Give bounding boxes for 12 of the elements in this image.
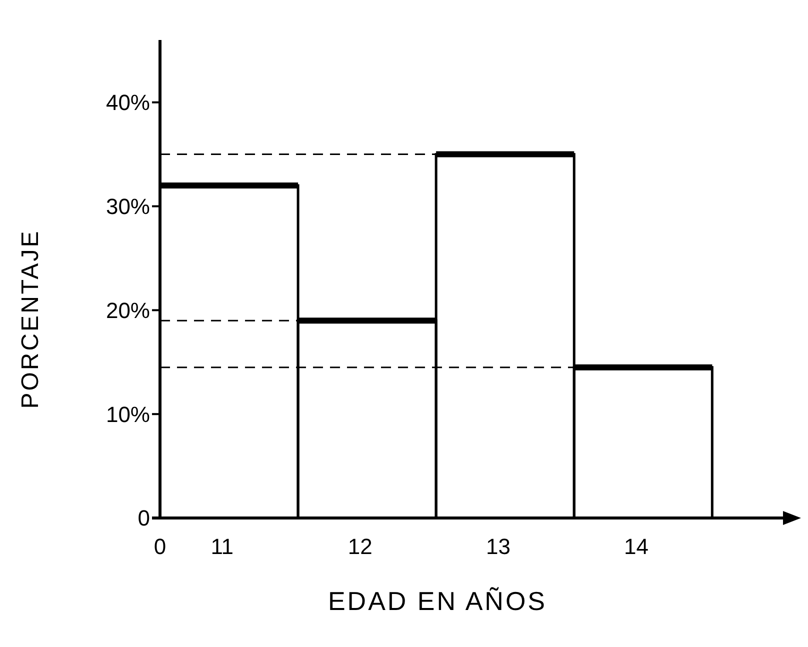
y-axis-title: PORCENTAJE	[17, 229, 44, 409]
x-tick-label: 12	[348, 534, 372, 559]
x-tick-label: 13	[486, 534, 510, 559]
x-axis-title: EDAD EN AÑOS	[328, 586, 548, 616]
y-tick-label: 30%	[106, 194, 150, 219]
y-tick-label: 0	[138, 506, 150, 531]
x-tick-label: 14	[624, 534, 648, 559]
y-tick-label: 10%	[106, 402, 150, 427]
text: 0	[154, 534, 166, 559]
x-tick-label: 11	[210, 534, 234, 559]
y-tick-label: 40%	[106, 90, 150, 116]
y-tick-label: 20%	[106, 298, 150, 323]
